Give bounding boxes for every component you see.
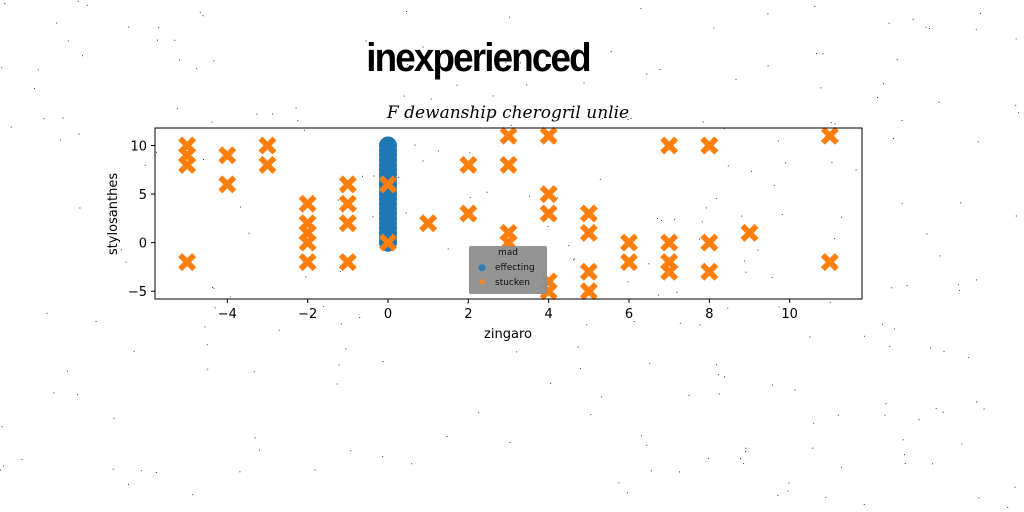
- stucken-point: [579, 223, 598, 242]
- stucken-point: [298, 253, 317, 272]
- stucken-point: [378, 175, 397, 194]
- stucken-point: [218, 146, 237, 165]
- stucken-point: [660, 136, 679, 155]
- stucken-point: [539, 185, 558, 204]
- stucken-point: [700, 262, 719, 281]
- stucken-point: [298, 194, 317, 213]
- stucken-point: [700, 233, 719, 252]
- stucken-point: [419, 214, 438, 233]
- chart-marks: [178, 126, 839, 301]
- y-tick-label: 0: [139, 237, 147, 252]
- stucken-point: [258, 136, 277, 155]
- stucken-point: [459, 204, 478, 223]
- stucken-point: [539, 126, 558, 145]
- stucken-point: [820, 126, 839, 145]
- stucken-point: [338, 214, 357, 233]
- y-axis-ticks: −5 0 5 10: [128, 139, 155, 300]
- stucken-point: [459, 155, 478, 174]
- stucken-point: [499, 126, 518, 145]
- stucken-point: [178, 253, 197, 272]
- stucken-point: [338, 175, 357, 194]
- chart-title: F dewanship cherogril unlie: [386, 103, 629, 123]
- stucken-point: [660, 262, 679, 281]
- stucken-point: [338, 194, 357, 213]
- stucken-point: [338, 253, 357, 272]
- effecting-point: [378, 136, 397, 155]
- legend-circle-marker: ●: [478, 263, 486, 273]
- legend-label: effecting: [495, 263, 535, 273]
- y-axis-label: stylosanthes: [106, 173, 121, 255]
- y-tick-label: −5: [128, 285, 147, 300]
- stucken-point: [579, 204, 598, 223]
- x-tick-label: 0: [384, 307, 392, 322]
- stucken-point: [378, 233, 397, 252]
- stucken-point: [620, 233, 639, 252]
- stucken-point: [620, 253, 639, 272]
- headline: inexperienced: [366, 36, 591, 80]
- stucken-point: [579, 262, 598, 281]
- x-tick-label: 10: [781, 307, 798, 322]
- y-tick-label: 5: [139, 188, 147, 203]
- x-tick-label: 4: [545, 307, 553, 322]
- stucken-point: [539, 204, 558, 223]
- stucken-point: [820, 253, 839, 272]
- legend-label: stucken: [495, 278, 531, 288]
- legend-item-effecting: ● effecting: [477, 263, 535, 273]
- x-tick-label: 2: [464, 307, 472, 322]
- stucken-point: [700, 136, 719, 155]
- stucken-point: [499, 155, 518, 174]
- stucken-point: [579, 282, 598, 301]
- x-tick-label: 8: [705, 307, 713, 322]
- legend-title: mad: [498, 248, 518, 258]
- stucken-point: [178, 155, 197, 174]
- x-tick-label: −2: [298, 307, 317, 322]
- stucken-point: [660, 233, 679, 252]
- plot-frame: [154, 127, 863, 300]
- stucken-point: [298, 233, 317, 252]
- stucken-point: [258, 155, 277, 174]
- y-tick-label: 10: [130, 139, 147, 154]
- x-axis-ticks: −4 −2 0 2 4 6 8 10: [218, 299, 798, 322]
- stucken-point: [740, 223, 759, 242]
- x-axis-label: zingaro: [484, 327, 532, 342]
- legend-x-marker: ✖: [478, 278, 486, 288]
- legend: mad ● effecting ✖ stucken: [469, 246, 547, 294]
- x-tick-label: 6: [625, 307, 633, 322]
- legend-item-stucken: ✖ stucken: [477, 278, 530, 288]
- x-tick-label: −4: [218, 307, 237, 322]
- stucken-point: [218, 175, 237, 194]
